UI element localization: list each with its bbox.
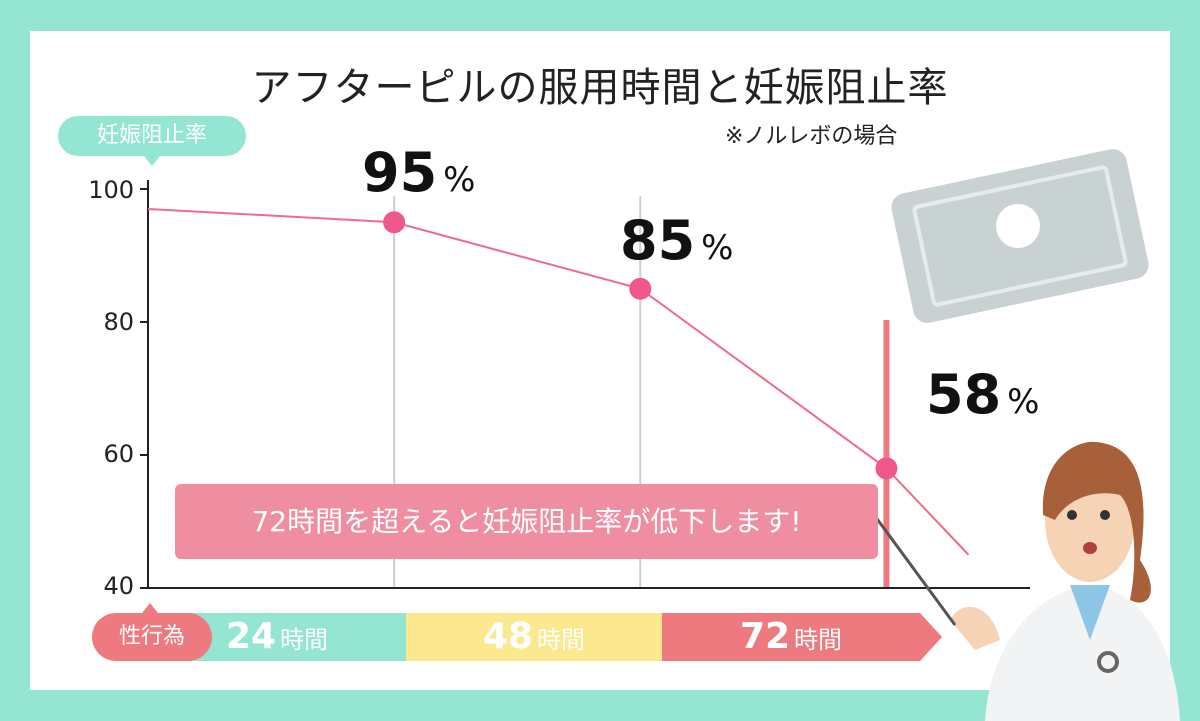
data-label-95: 95%: [362, 146, 475, 200]
x-tick-label: 24: [225, 616, 277, 657]
x-axis-arrow: [920, 613, 942, 661]
y-tick-label: 80: [103, 308, 134, 336]
hour-unit: 時間: [794, 626, 843, 654]
y-axis-label: 妊娠阻止率: [58, 116, 246, 166]
percent-sign: %: [1007, 382, 1040, 422]
x-axis-label: 性行為: [92, 603, 212, 661]
data-label-value: 85: [620, 209, 696, 272]
data-point: [383, 211, 406, 234]
data-label-85: 85%: [620, 214, 733, 268]
doctor-illustration: [950, 441, 1180, 721]
data-label-58: 58%: [926, 368, 1039, 422]
callout-box: 72時間を超えると妊娠阻止率が低下します!: [175, 484, 878, 559]
data-point: [875, 457, 898, 480]
hour-unit: 時間: [537, 626, 586, 654]
chart-title: アフターピルの服用時間と妊娠阻止率: [251, 65, 949, 111]
pill-icon: [891, 149, 1149, 323]
data-label-value: 95: [362, 141, 438, 204]
percent-sign: %: [443, 160, 476, 200]
hour-unit: 時間: [280, 626, 329, 654]
x-segment-72h: 72 時間: [662, 613, 920, 661]
x-tick-label: 48: [482, 616, 534, 657]
y-tick-label: 100: [88, 176, 134, 204]
data-point: [629, 277, 652, 300]
y-tick-label: 60: [103, 440, 134, 468]
y-tick-label: 40: [103, 572, 134, 600]
data-label-value: 58: [926, 363, 1002, 426]
x-tick-label: 72: [739, 616, 791, 657]
x-segment-48h: 48 時間: [406, 613, 662, 661]
percent-sign: %: [701, 228, 734, 268]
chart-note: ※ノルレボの場合: [725, 124, 898, 149]
